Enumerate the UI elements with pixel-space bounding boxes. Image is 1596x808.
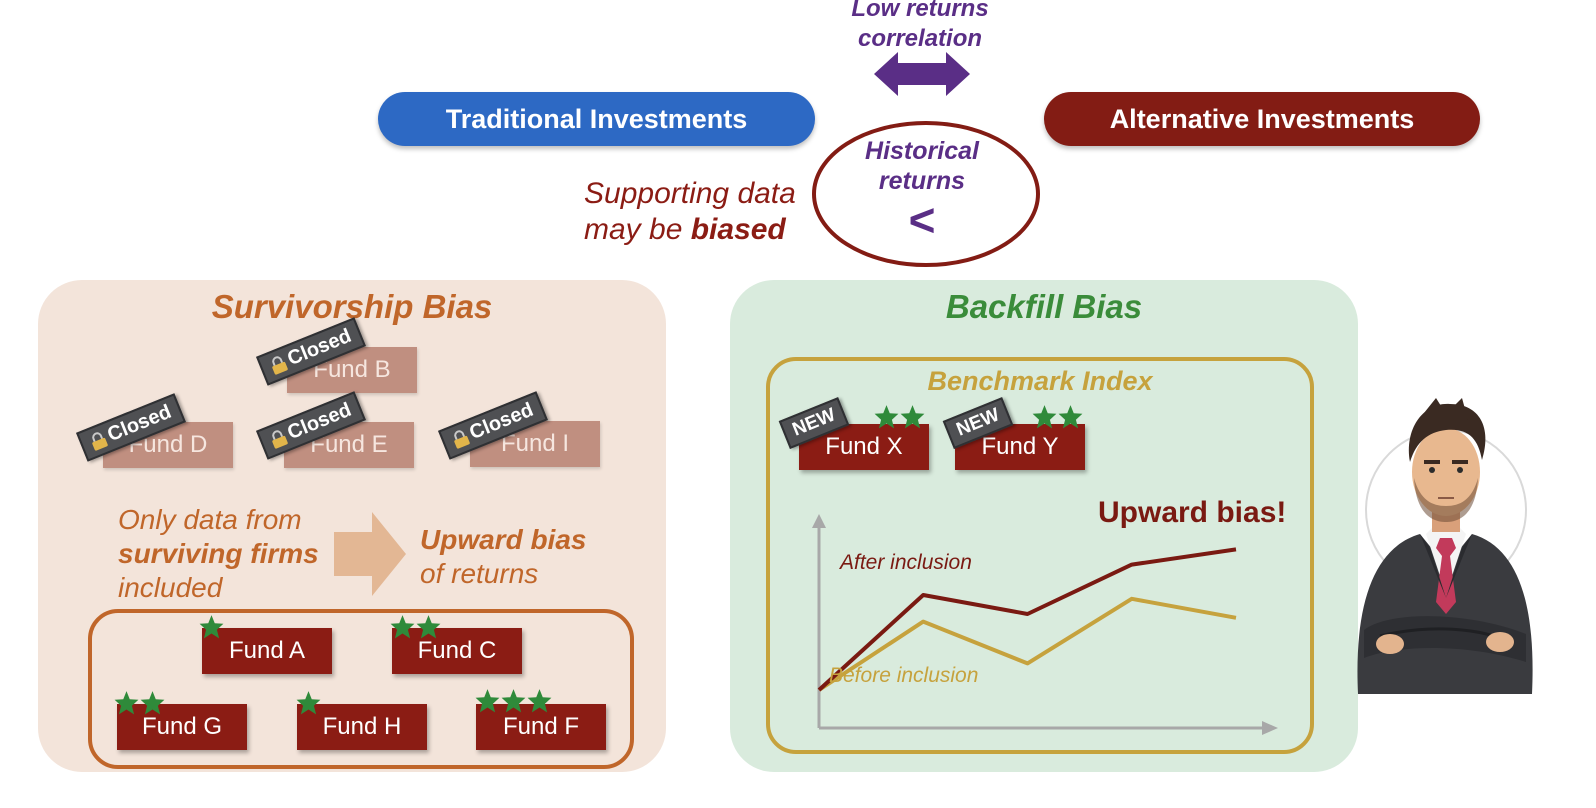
- after-inclusion-label: After inclusion: [840, 551, 972, 574]
- double-arrow-icon: [874, 52, 970, 96]
- alternative-investments-pill: Alternative Investments: [1044, 92, 1480, 146]
- correlation-text: correlation: [857, 25, 983, 52]
- star-icon: [527, 689, 552, 713]
- y-axis: [812, 514, 826, 728]
- alternative-investments-label: Alternative Investments: [1109, 103, 1415, 134]
- star-icon: [114, 691, 139, 715]
- right-arrow-icon: [334, 512, 406, 596]
- upward-bias-text: Upward bias: [420, 524, 587, 555]
- upward-bias-note: Upward bias of returns: [420, 523, 586, 591]
- less-than-symbol: <: [908, 194, 936, 246]
- fund-g: Fund G: [117, 704, 247, 750]
- businessman-illustration: [1357, 398, 1533, 694]
- before-inclusion-label: Before inclusion: [829, 664, 979, 687]
- closed-tag: Closed: [256, 317, 366, 386]
- star-icon: [416, 615, 441, 639]
- star-icon: [140, 691, 165, 715]
- historical-returns-label: Historical returns: [822, 136, 1022, 196]
- supporting-data-line1: Supporting data: [584, 177, 796, 210]
- lock-icon: [272, 355, 288, 375]
- of-returns-text: of returns: [420, 558, 539, 589]
- fund-c-label: Fund C: [417, 637, 497, 664]
- backfill-bias-title: Backfill Bias: [945, 288, 1143, 325]
- fund-x: Fund X: [799, 424, 929, 470]
- lock-icon: [272, 429, 288, 449]
- low-returns-label: Low returns correlation: [820, 0, 1020, 54]
- fund-x-stars: [873, 404, 925, 430]
- fund-f-label: Fund F: [502, 713, 580, 740]
- fund-h-stars: [295, 690, 321, 716]
- fund-x-label: Fund X: [825, 433, 903, 460]
- historical-returns-ellipse: [812, 121, 1040, 267]
- star-icon: [1058, 405, 1083, 429]
- fund-h: Fund H: [297, 704, 427, 750]
- supporting-data-line2: may be biased: [584, 212, 796, 248]
- fund-y-stars: [1031, 404, 1083, 430]
- fund-y: Fund Y: [955, 424, 1085, 470]
- star-icon: [390, 615, 415, 639]
- may-be-text: may be: [584, 213, 691, 246]
- backfill-bias-panel: [730, 280, 1358, 772]
- closed-tag: Closed: [76, 393, 186, 462]
- benchmark-index-title: Benchmark Index: [927, 366, 1153, 396]
- closed-fund-i-label: Fund I: [500, 430, 570, 457]
- only-data-from-text: Only data from: [118, 504, 302, 535]
- fund-c-stars: [389, 614, 441, 640]
- closed-tag: Closed: [256, 391, 366, 460]
- surviving-funds-group: [88, 609, 634, 769]
- included-text: included: [118, 572, 223, 603]
- fund-a-stars: [198, 614, 224, 640]
- star-icon: [501, 689, 526, 713]
- star-icon: [900, 405, 925, 429]
- benchmark-index-box: [766, 357, 1314, 754]
- surviving-firms-text: surviving firms: [118, 538, 319, 569]
- star-icon: [1032, 405, 1057, 429]
- traditional-investments-pill: Traditional Investments: [378, 92, 815, 146]
- fund-h-label: Fund H: [322, 713, 402, 740]
- returns-text: returns: [878, 167, 966, 195]
- supporting-data-note: Supporting data may be biased: [584, 176, 796, 248]
- fund-y-label: Fund Y: [981, 433, 1059, 460]
- biased-text: biased: [690, 213, 786, 246]
- star-icon: [199, 615, 224, 639]
- series-line-before-inclusion: [817, 596, 1237, 692]
- star-icon: [475, 689, 500, 713]
- star-icon: [874, 405, 899, 429]
- upward-bias-callout: Upward bias!: [1098, 496, 1287, 529]
- historical-text: Historical: [865, 137, 979, 165]
- closed-tag: Closed: [438, 391, 548, 460]
- star-icon: [296, 691, 321, 715]
- fund-g-stars: [113, 690, 165, 716]
- lock-icon: [454, 429, 470, 449]
- lock-icon: [92, 431, 108, 451]
- x-axis: [819, 721, 1278, 735]
- fund-f: Fund F: [476, 704, 606, 750]
- low-returns-text: Low returns: [851, 0, 989, 22]
- fund-a-label: Fund A: [228, 637, 306, 664]
- fund-c: Fund C: [392, 628, 522, 674]
- series-line-after-inclusion: [817, 547, 1237, 692]
- fund-g-label: Fund G: [141, 713, 223, 740]
- only-data-note: Only data from surviving firms included: [118, 503, 319, 605]
- traditional-investments-label: Traditional Investments: [445, 103, 748, 134]
- fund-f-stars: [474, 688, 552, 714]
- fund-a: Fund A: [202, 628, 332, 674]
